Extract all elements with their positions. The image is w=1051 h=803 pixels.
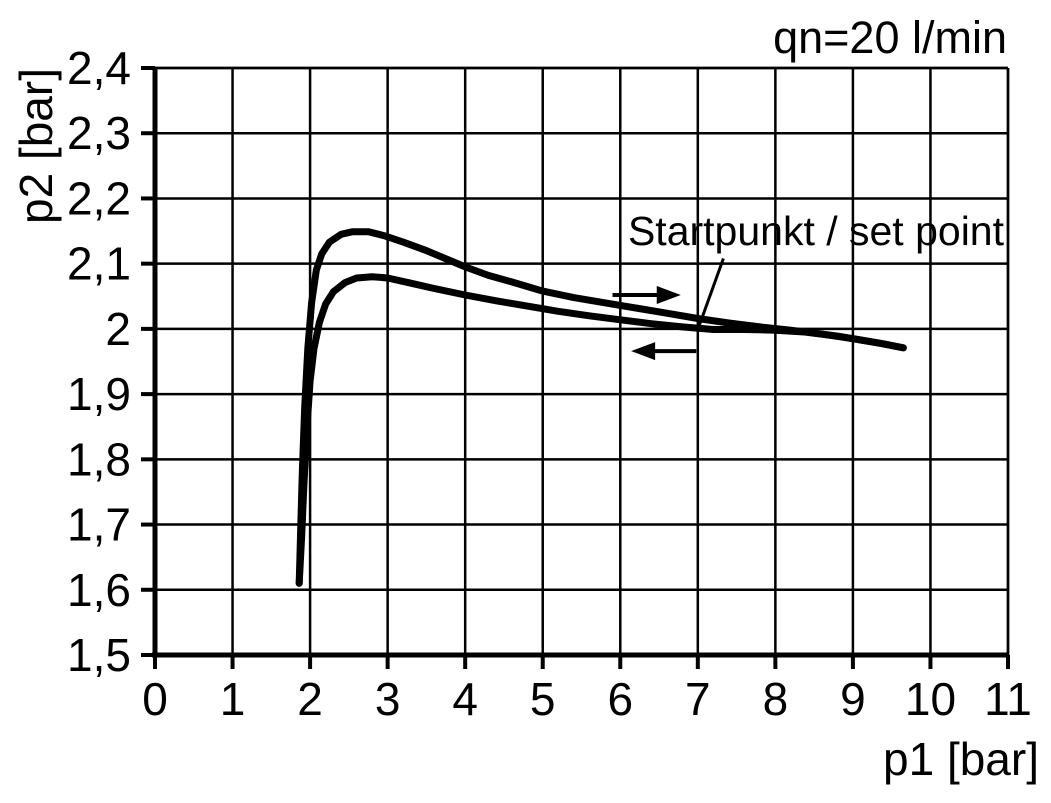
x-tick-label: 0: [142, 673, 168, 725]
setpoint-leader-line: [696, 257, 725, 331]
y-tick-label: 2: [105, 303, 131, 355]
x-axis-title: p1 [bar]: [883, 733, 1039, 785]
y-tick-label: 2,4: [67, 42, 131, 94]
y-axis-title: p2 [bar]: [10, 68, 62, 224]
flow-rate-annotation: qn=20 l/min: [773, 12, 1007, 63]
lower-curve: [295, 273, 907, 587]
y-tick-label: 2,1: [67, 238, 131, 290]
x-tick-label: 4: [452, 673, 478, 725]
y-tick-label: 2,3: [67, 107, 131, 159]
x-tick-label: 5: [530, 673, 556, 725]
x-tick-label: 2: [297, 673, 323, 725]
y-tick-label: 2,2: [67, 172, 131, 224]
setpoint-annotation: Startpunkt / set point: [627, 208, 1004, 254]
x-tick-label: 7: [685, 673, 711, 725]
x-tick-label: 1: [220, 673, 246, 725]
y-tick-label: 1,5: [67, 629, 131, 681]
y-tick-label: 1,8: [67, 433, 131, 485]
left-arrow-head: [631, 342, 656, 361]
y-tick-label: 1,6: [67, 564, 131, 616]
x-tick-label: 10: [905, 673, 956, 725]
y-tick-label: 1,9: [67, 368, 131, 420]
x-tick-label: 8: [763, 673, 789, 725]
x-tick-label: 9: [840, 673, 866, 725]
upper-curve: [295, 228, 907, 587]
x-tick-label: 6: [607, 673, 633, 725]
x-tick-label: 3: [375, 673, 401, 725]
right-arrow-head: [656, 285, 681, 304]
y-tick-label: 1,7: [67, 499, 131, 551]
x-tick-label: 11: [984, 673, 1032, 725]
